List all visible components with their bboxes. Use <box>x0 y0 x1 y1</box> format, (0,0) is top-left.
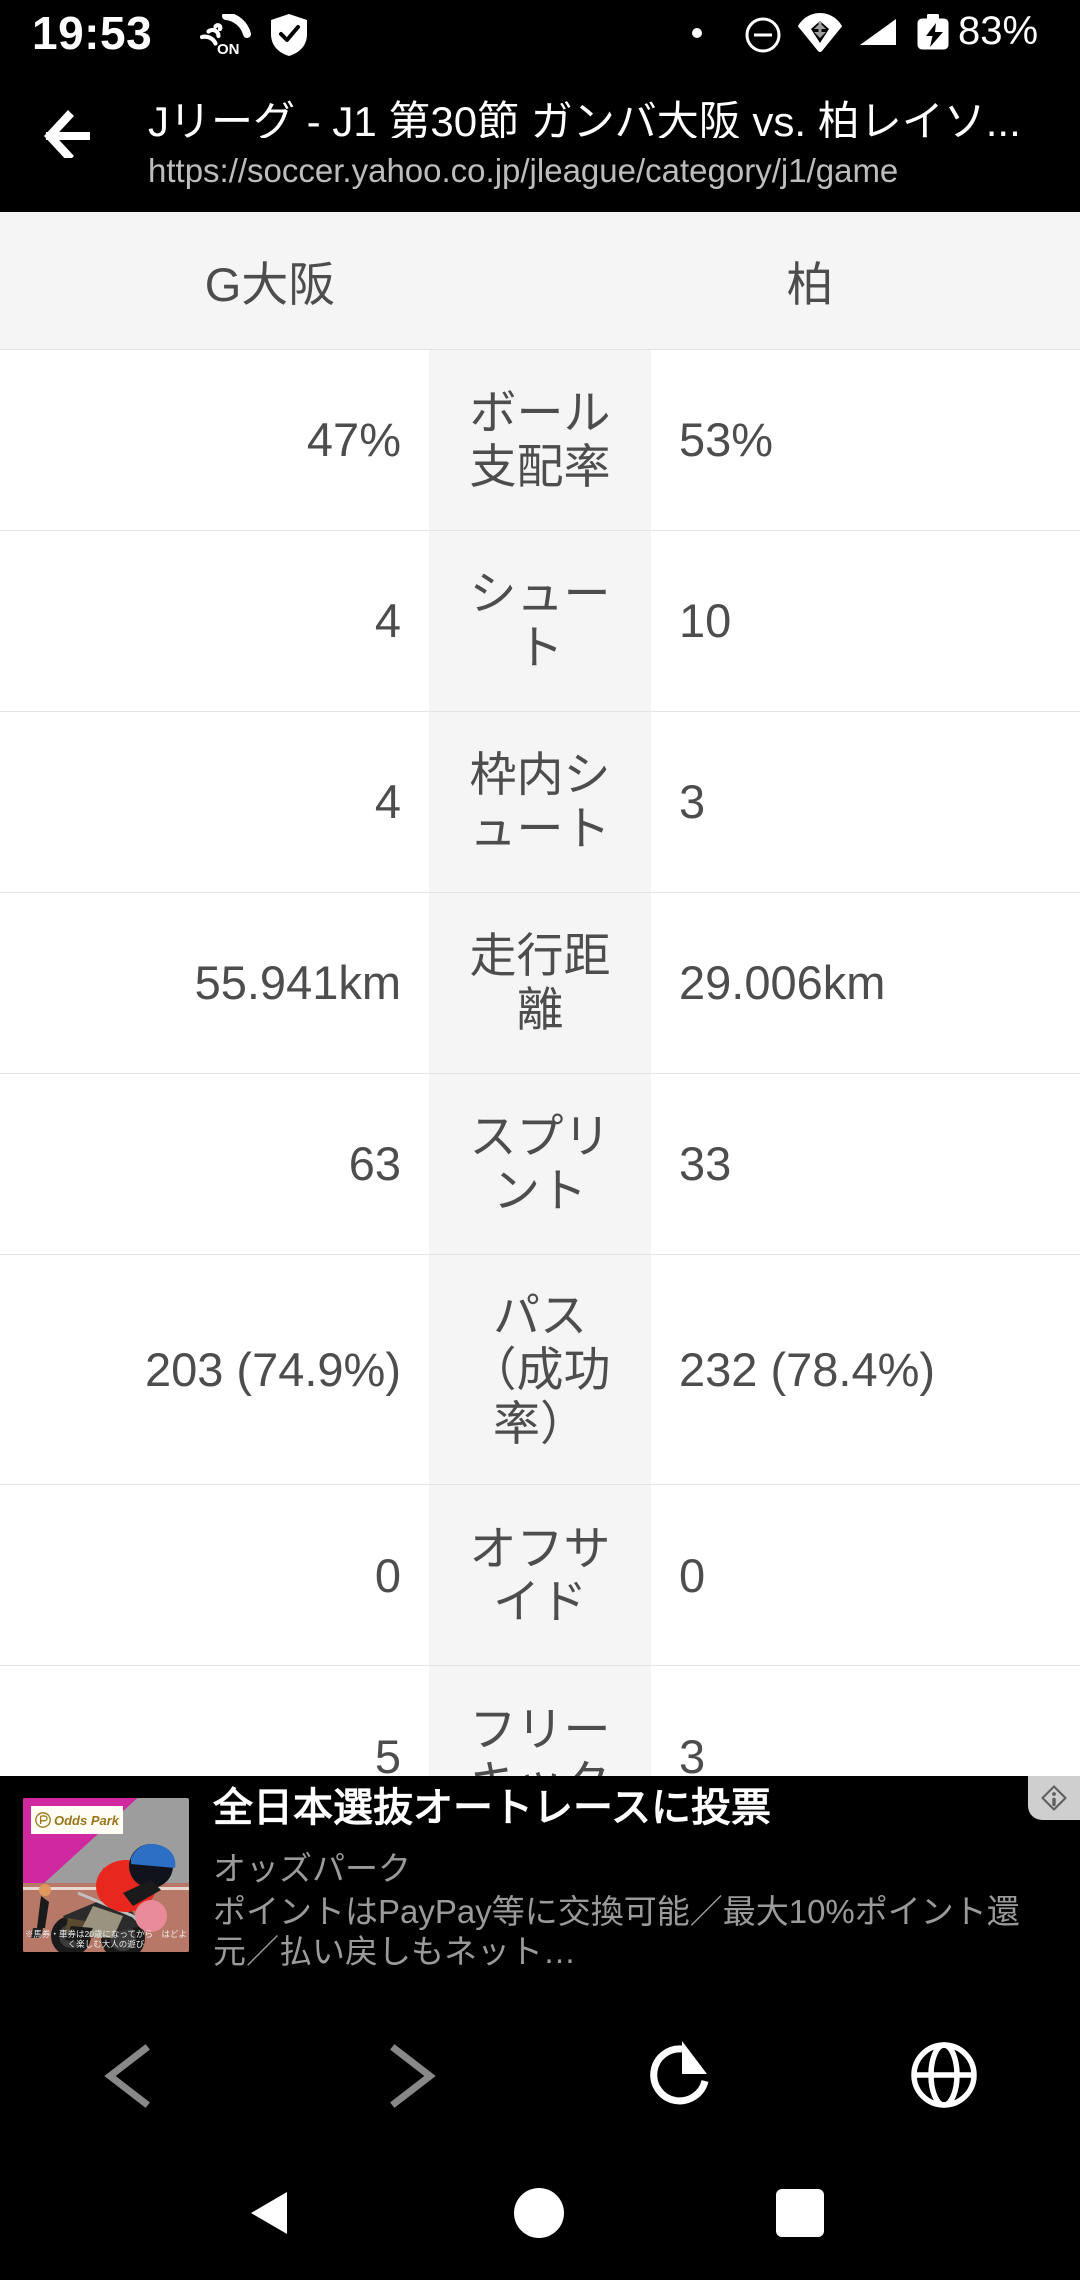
svg-text:ON: ON <box>217 41 240 58</box>
